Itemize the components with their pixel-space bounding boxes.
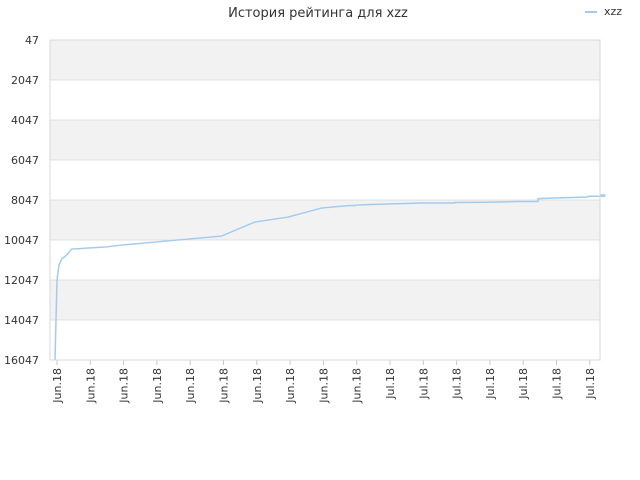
x-tick-label: Jun.18 <box>184 368 197 404</box>
series-layer <box>54 194 606 361</box>
legend[interactable]: xzz <box>585 5 622 18</box>
plot-band <box>50 120 600 160</box>
x-tick-label: Jun.18 <box>218 368 231 404</box>
x-tick-label: Jul.18 <box>517 368 530 400</box>
plot-band <box>50 80 600 120</box>
plot-band <box>50 280 600 320</box>
x-tick-label: Jul.18 <box>584 368 597 400</box>
y-tick-label: 47 <box>25 34 39 47</box>
plot-band <box>50 200 600 240</box>
y-tick-label: 6047 <box>11 154 39 167</box>
chart-title: История рейтинга для xzz <box>228 6 408 21</box>
x-tick-label: Jun.18 <box>317 368 330 404</box>
y-tick-label: 16047 <box>4 354 39 367</box>
x-tick-label: Jun.18 <box>351 368 364 404</box>
x-tick-label: Jul.18 <box>384 368 397 400</box>
y-tick-label: 14047 <box>4 314 39 327</box>
x-tick-label: Jun.18 <box>284 368 297 404</box>
y-tick-label: 4047 <box>11 114 39 127</box>
plot-band <box>50 160 600 200</box>
plot-band <box>50 320 600 360</box>
plot-bands <box>50 40 600 360</box>
x-tick-label: Jun.18 <box>51 368 64 404</box>
x-tick-label: Jul.18 <box>551 368 564 400</box>
x-tick-label: Jun.18 <box>151 368 164 404</box>
x-tick-label: Jul.18 <box>451 368 464 400</box>
series-line-xzz <box>54 194 606 361</box>
plot-frame <box>49 39 601 361</box>
y-tick-label: 10047 <box>4 234 39 247</box>
plot-band <box>50 240 600 280</box>
y-tick-label: 12047 <box>4 274 39 287</box>
x-tick-label: Jun.18 <box>118 368 131 404</box>
legend-label: xzz <box>604 5 622 18</box>
x-tick-label: Jun.18 <box>251 368 264 404</box>
y-axis: 47 2047 4047 6047 8047 10047 12047 14047 16047 <box>4 34 39 367</box>
y-tick-label: 2047 <box>11 74 39 87</box>
y-tick-label: 8047 <box>11 194 39 207</box>
x-axis: Jun.18 Jun.18 Jun.18 Jun.18 Jun.18 Jun.18 Jun.… <box>51 360 597 404</box>
x-tick-label: Jul.18 <box>484 368 497 400</box>
x-tick-label: Jul.18 <box>417 368 430 400</box>
x-tick-label: Jun.18 <box>84 368 97 404</box>
plot-band <box>50 40 600 80</box>
